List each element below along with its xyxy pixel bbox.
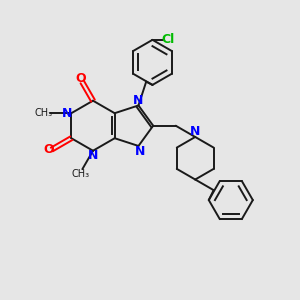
Text: N: N <box>190 125 200 138</box>
Text: N: N <box>62 107 72 120</box>
Text: N: N <box>135 145 145 158</box>
Text: CH₃: CH₃ <box>72 169 90 179</box>
Text: O: O <box>76 72 86 85</box>
Text: CH₃: CH₃ <box>34 108 52 118</box>
Text: N: N <box>133 94 144 107</box>
Text: N: N <box>88 149 98 162</box>
Text: O: O <box>43 143 54 156</box>
Text: Cl: Cl <box>161 33 175 46</box>
